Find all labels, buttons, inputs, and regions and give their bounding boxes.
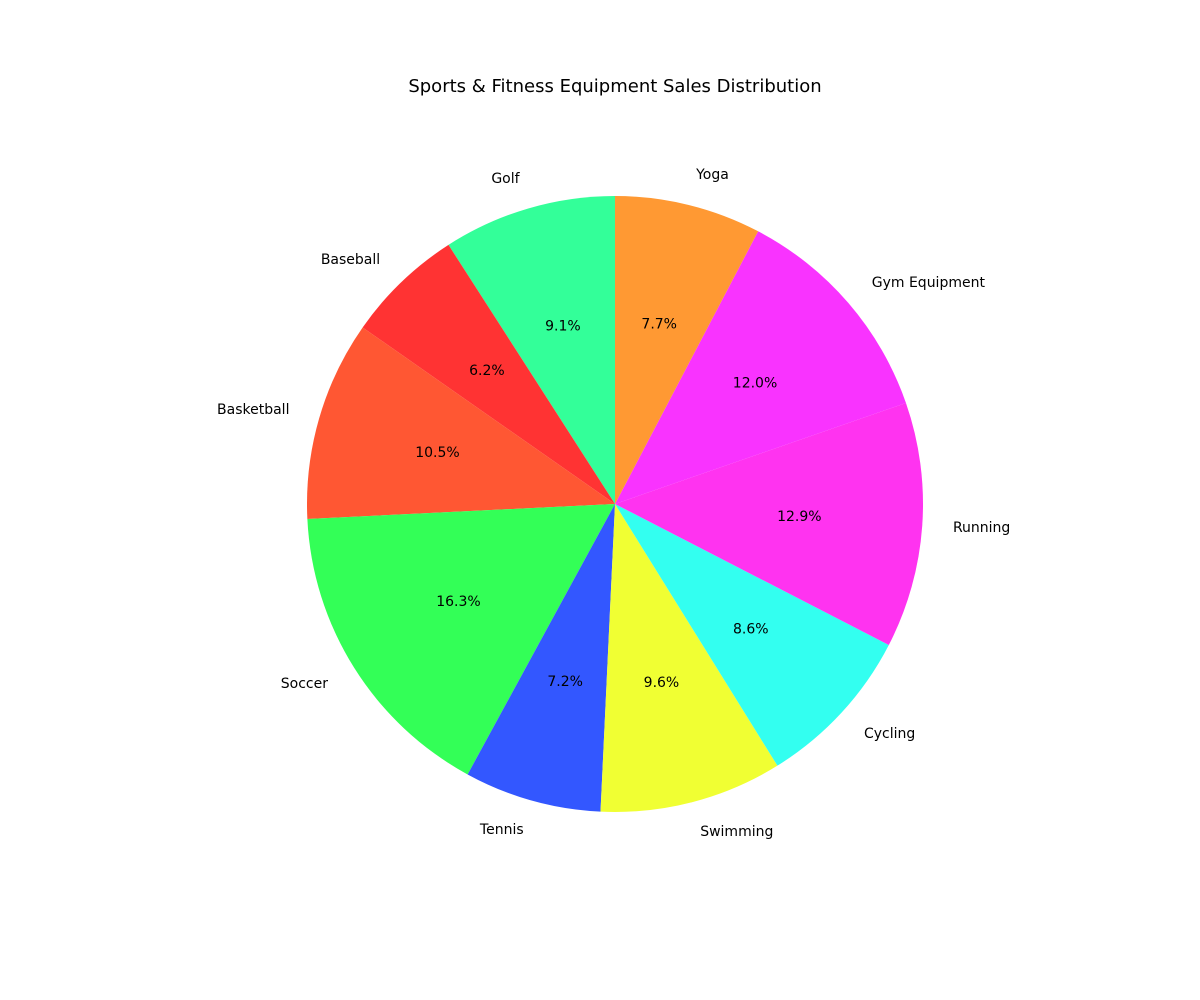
pie-slice-golf <box>448 196 615 504</box>
percent-label-basketball: 10.5% <box>415 445 459 461</box>
slice-label-golf: Golf <box>491 171 520 187</box>
percent-label-baseball: 6.2% <box>469 363 505 379</box>
percent-label-golf: 9.1% <box>545 319 581 335</box>
pie-slice-swimming <box>600 504 778 812</box>
chart-title: Sports & Fitness Equipment Sales Distrib… <box>408 76 821 97</box>
percent-label-tennis: 7.2% <box>547 674 583 690</box>
slice-label-swimming: Swimming <box>700 824 773 840</box>
slice-label-running: Running <box>953 520 1010 536</box>
pie-slice-cycling <box>615 504 889 766</box>
percent-labels: 9.1% 6.2% 10.5% 16.3% 7.2% 9.6% 8.6% 12.9% 12.0%… <box>415 317 821 691</box>
percent-label-running: 12.9% <box>777 509 821 525</box>
slice-label-basketball: Basketball <box>217 402 289 418</box>
slice-label-yoga: Yoga <box>695 167 729 183</box>
percent-label-swimming: 9.6% <box>644 675 680 691</box>
pie-slices <box>307 196 923 812</box>
pie-slice-gym-equipment <box>615 231 906 504</box>
slice-label-soccer: Soccer <box>281 676 328 692</box>
pie-slice-tennis <box>467 504 615 812</box>
pie-slice-baseball <box>362 244 615 504</box>
slice-label-baseball: Baseball <box>321 252 380 268</box>
slice-labels: Golf Baseball Basketball Soccer Tennis Swimmi… <box>217 167 1010 840</box>
percent-label-soccer: 16.3% <box>436 594 480 610</box>
pie-slice-yoga <box>615 196 759 504</box>
slice-label-gym-equipment: Gym Equipment <box>872 275 986 291</box>
percent-label-yoga: 7.7% <box>641 317 677 333</box>
percent-label-gym-equipment: 12.0% <box>733 375 777 391</box>
percent-label-cycling: 8.6% <box>733 621 769 637</box>
pie-slice-running <box>615 402 923 645</box>
slice-label-tennis: Tennis <box>479 822 524 838</box>
pie-slice-soccer <box>307 504 615 775</box>
pie-slice-basketball <box>307 327 615 519</box>
slice-label-cycling: Cycling <box>864 726 915 742</box>
